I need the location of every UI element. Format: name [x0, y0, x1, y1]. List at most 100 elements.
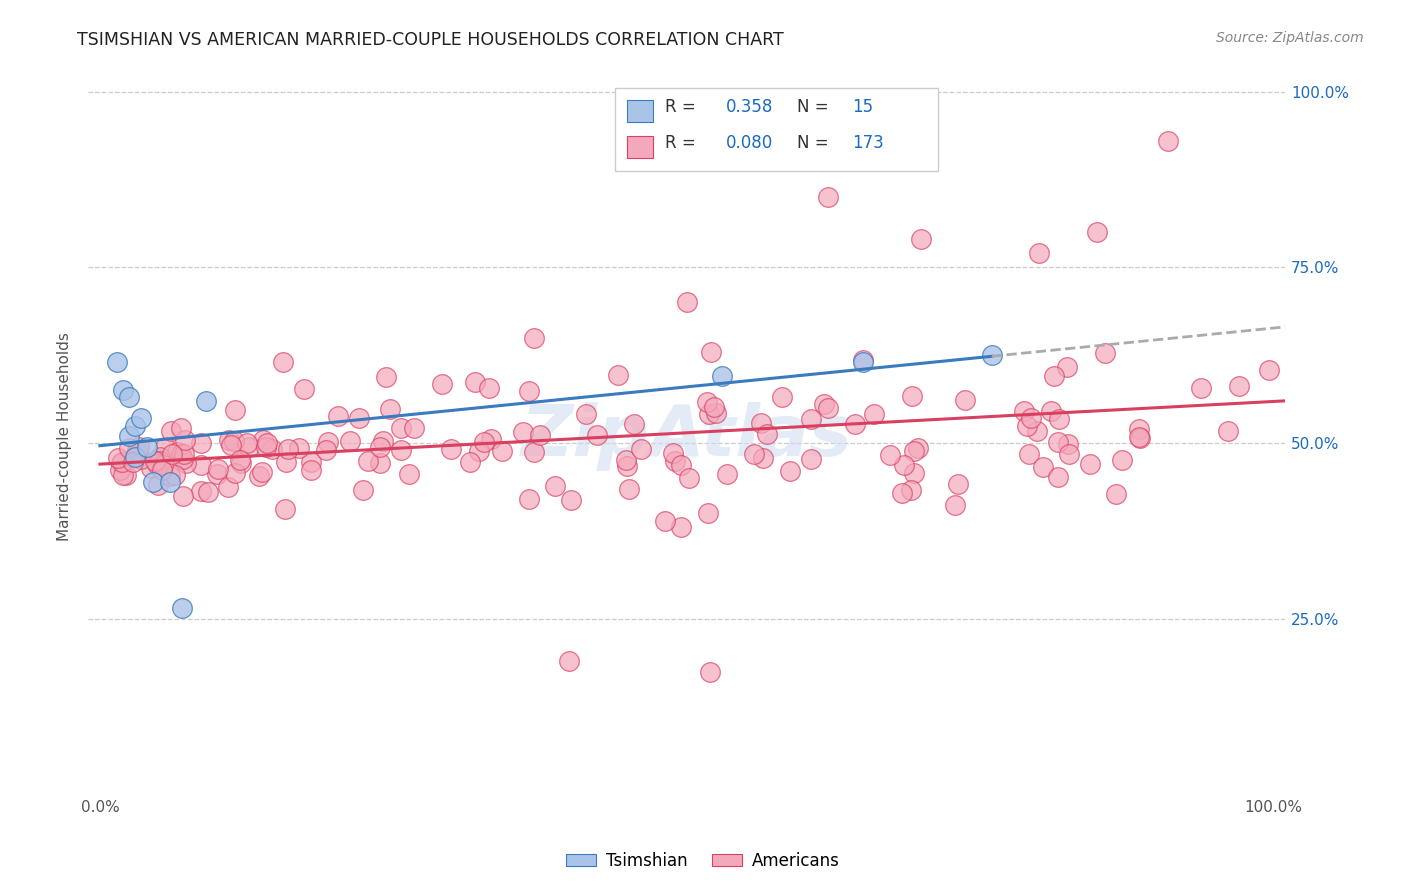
Point: [458, 455, 481, 469]
Point: [398, 467, 420, 481]
Point: [943, 498, 966, 512]
Point: [1028, 246, 1050, 260]
Point: [1128, 422, 1150, 436]
Point: [464, 375, 486, 389]
Point: [149, 450, 172, 464]
Point: [890, 486, 912, 500]
Point: [375, 369, 398, 384]
Point: [704, 406, 727, 420]
Point: [170, 601, 193, 615]
Point: [1111, 452, 1133, 467]
Point: [948, 477, 970, 491]
Point: [299, 462, 322, 476]
Point: [271, 355, 294, 369]
Point: [274, 502, 297, 516]
Point: [910, 232, 932, 246]
Point: [817, 401, 839, 415]
Point: [115, 468, 138, 483]
Point: [224, 402, 246, 417]
Point: [440, 442, 463, 456]
Point: [152, 458, 174, 473]
Point: [389, 443, 412, 458]
Point: [907, 442, 929, 456]
Point: [256, 436, 278, 450]
Text: 0.358: 0.358: [727, 98, 773, 116]
Point: [118, 391, 141, 405]
Y-axis label: Married-couple Households: Married-couple Households: [58, 332, 72, 541]
Point: [654, 515, 676, 529]
Point: [863, 407, 886, 421]
Point: [586, 427, 609, 442]
Point: [893, 458, 915, 472]
Point: [142, 475, 165, 489]
Point: [844, 417, 866, 431]
Point: [236, 436, 259, 450]
Point: [558, 654, 581, 668]
Text: N =: N =: [797, 134, 834, 152]
Point: [252, 433, 274, 447]
Point: [221, 438, 243, 452]
Point: [755, 426, 778, 441]
Point: [1078, 457, 1101, 471]
Point: [339, 434, 361, 448]
Point: [529, 427, 551, 442]
Point: [478, 381, 501, 395]
Point: [953, 392, 976, 407]
Point: [205, 467, 228, 482]
Text: Source: ZipAtlas.com: Source: ZipAtlas.com: [1216, 31, 1364, 45]
Point: [380, 401, 402, 416]
Point: [135, 440, 157, 454]
Point: [238, 440, 260, 454]
Point: [779, 464, 801, 478]
Point: [512, 425, 534, 439]
Point: [623, 417, 645, 431]
FancyBboxPatch shape: [614, 88, 938, 170]
Text: 0.080: 0.080: [727, 134, 773, 152]
Point: [197, 484, 219, 499]
Point: [617, 482, 640, 496]
Point: [128, 440, 150, 454]
Point: [770, 390, 793, 404]
Point: [517, 492, 540, 507]
Point: [1157, 134, 1180, 148]
Point: [170, 420, 193, 434]
Point: [254, 440, 277, 454]
Point: [630, 442, 652, 457]
Text: R =: R =: [665, 134, 702, 152]
Point: [852, 352, 875, 367]
Point: [699, 665, 721, 679]
Point: [852, 355, 875, 369]
Point: [129, 411, 152, 425]
Point: [149, 454, 172, 468]
Point: [315, 443, 337, 458]
Point: [110, 456, 132, 470]
Point: [710, 369, 733, 384]
Point: [118, 441, 141, 455]
Point: [742, 446, 765, 460]
Point: [697, 407, 720, 421]
Point: [900, 483, 922, 497]
Point: [1039, 404, 1062, 418]
Point: [1012, 404, 1035, 418]
Point: [107, 355, 129, 369]
Point: [194, 393, 217, 408]
Text: ZipAtlas: ZipAtlas: [520, 401, 852, 471]
Point: [166, 445, 188, 459]
Point: [190, 483, 212, 498]
Text: R =: R =: [665, 98, 702, 116]
Point: [146, 478, 169, 492]
Point: [152, 463, 174, 477]
Point: [751, 450, 773, 465]
Point: [224, 466, 246, 480]
Point: [491, 444, 513, 458]
Point: [107, 451, 129, 466]
Point: [160, 447, 183, 461]
Point: [207, 462, 229, 476]
Point: [274, 455, 297, 469]
Point: [172, 489, 194, 503]
Point: [190, 458, 212, 472]
Point: [1019, 411, 1042, 425]
Point: [1057, 447, 1080, 461]
Text: TSIMSHIAN VS AMERICAN MARRIED-COUPLE HOUSEHOLDS CORRELATION CHART: TSIMSHIAN VS AMERICAN MARRIED-COUPLE HOU…: [77, 31, 785, 49]
Point: [1032, 460, 1054, 475]
